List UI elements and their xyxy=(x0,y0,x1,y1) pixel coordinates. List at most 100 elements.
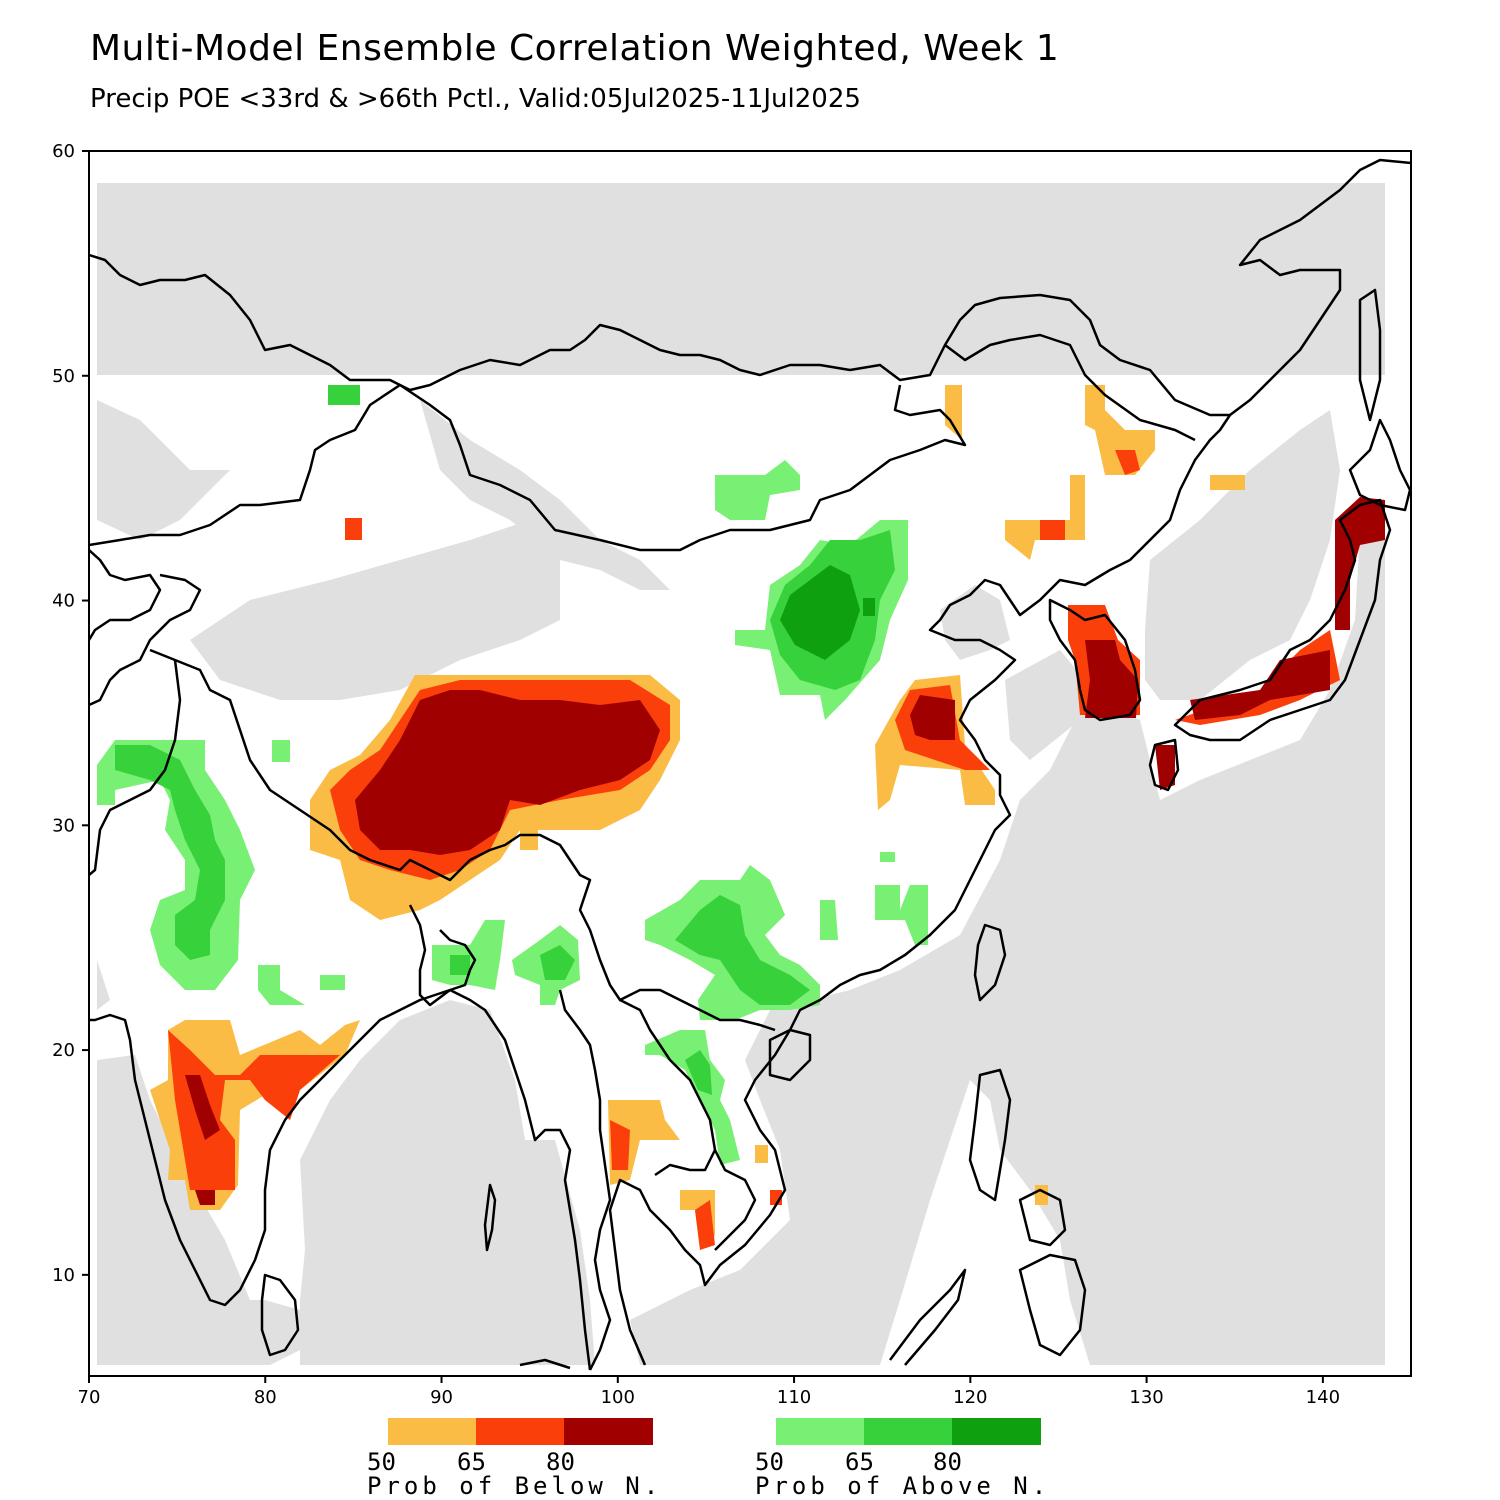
border-himalaya xyxy=(149,648,776,1032)
above-ne-india-65 xyxy=(450,955,470,975)
coast-japan-hokkaido xyxy=(1348,418,1411,512)
y-tick-label: 10 xyxy=(52,1265,75,1286)
map-plot-area xyxy=(89,158,1411,1371)
below-philippines xyxy=(1035,1185,1048,1205)
below-ne-china-2 xyxy=(1005,475,1085,560)
y-tick-label: 30 xyxy=(52,815,75,836)
border-central-asia xyxy=(89,573,202,707)
legend-above-swatch-50 xyxy=(776,1418,864,1445)
below-heilongjiang xyxy=(945,385,962,440)
x-tick-label: 90 xyxy=(430,1387,453,1408)
legend-below-label-65: 65 xyxy=(457,1448,486,1476)
above-south-china-65 xyxy=(675,895,810,1005)
x-tick-label: 80 xyxy=(254,1387,277,1408)
below-normal-layer xyxy=(150,385,1385,1250)
below-jilin xyxy=(1210,475,1245,490)
border-vietnam-cambodia xyxy=(713,1149,757,1251)
missing-taklamakan xyxy=(190,520,560,700)
coast-sakhalin xyxy=(1358,288,1382,422)
coastline-layer xyxy=(89,158,1411,1371)
missing-data-layer xyxy=(97,183,1385,1365)
below-cambodia-65 xyxy=(695,1200,715,1250)
above-tibet-small xyxy=(272,740,290,762)
y-tick-label: 60 xyxy=(52,141,75,162)
legend-below-swatch-80 xyxy=(564,1418,653,1445)
below-nepal-east xyxy=(520,830,538,850)
above-jiangxi xyxy=(880,852,895,862)
x-tick-label: 130 xyxy=(1129,1387,1163,1408)
border-layer xyxy=(89,333,1196,1371)
coast-russia-east xyxy=(1229,158,1411,416)
y-tick-label: 40 xyxy=(52,591,75,612)
below-kyushu xyxy=(1155,745,1175,790)
missing-north-band xyxy=(97,183,1385,375)
plot-frame xyxy=(88,150,1412,1377)
border-india-pakistan xyxy=(89,659,182,876)
above-mongolia xyxy=(715,460,800,520)
above-myanmar-65 xyxy=(540,945,575,980)
x-tick-label: 100 xyxy=(601,1387,635,1408)
below-india-80b xyxy=(195,1190,215,1205)
legend-above-label-50: 50 xyxy=(755,1448,784,1476)
x-tick-label: 120 xyxy=(953,1387,987,1408)
above-xinjiang xyxy=(328,385,360,405)
legend-below-label-50: 50 xyxy=(367,1448,396,1476)
legend-below-swatch-50 xyxy=(388,1418,476,1445)
legend-above-label-80: 80 xyxy=(933,1448,962,1476)
above-laos-50 xyxy=(645,1030,740,1165)
legend-below-swatch-65 xyxy=(476,1418,564,1445)
below-shandong-80 xyxy=(910,695,955,740)
x-tick-label: 140 xyxy=(1306,1387,1340,1408)
below-kashgar xyxy=(345,518,362,540)
coast-taiwan xyxy=(973,923,1007,1002)
x-axis: 70 80 90 100 110 120 130 140 xyxy=(78,1376,1340,1408)
coast-philippines-visayas xyxy=(1018,1188,1067,1247)
coast-caspian-east xyxy=(89,549,162,641)
below-japan-80 xyxy=(1190,650,1330,720)
above-nw-india-65 xyxy=(115,745,225,960)
border-bangladesh xyxy=(408,904,477,1007)
above-nw-india-50 xyxy=(97,740,255,990)
legend-above-caption: Prob of Above N. xyxy=(755,1472,1050,1500)
y-tick-label: 20 xyxy=(52,1040,75,1061)
map-title: Multi-Model Ensemble Correlation Weighte… xyxy=(90,28,1060,69)
above-north-china-80 xyxy=(780,565,860,660)
missing-gobi-patch xyxy=(420,400,670,590)
y-tick-label: 50 xyxy=(52,366,75,387)
y-axis: 60 50 40 30 20 10 xyxy=(52,141,89,1286)
missing-yellow-sea xyxy=(1005,650,1085,760)
coast-japan-honshu xyxy=(1173,498,1392,742)
below-india-65 xyxy=(168,1030,340,1190)
missing-sea-of-japan xyxy=(1145,410,1340,700)
below-japan-65 xyxy=(1175,630,1340,725)
missing-south-china-sea xyxy=(630,520,1385,1365)
coast-japan-kyushu xyxy=(1148,738,1180,792)
coast-hainan xyxy=(768,1028,812,1082)
below-vietnam-small2 xyxy=(755,1145,768,1163)
above-laos-65 xyxy=(685,1050,712,1095)
below-korea-80 xyxy=(1085,640,1138,718)
border-kazakh-china xyxy=(89,383,401,547)
above-normal-layer xyxy=(97,385,928,1165)
below-india-80 xyxy=(185,1075,220,1140)
x-tick-label: 70 xyxy=(78,1387,101,1408)
legend-above-swatch-65 xyxy=(864,1418,952,1445)
border-myanmar-thailand xyxy=(558,989,612,1371)
map-subtitle: Precip POE <33rd & >66th Pctl., Valid:05… xyxy=(90,84,861,114)
legend-above-normal: 50 65 80 Prob of Above N. xyxy=(755,1418,1050,1500)
coast-korea xyxy=(1048,598,1142,722)
below-tibet-80 xyxy=(355,690,660,855)
below-japan-north xyxy=(1335,497,1385,630)
missing-arabian-sea xyxy=(97,960,110,1010)
legend-above-swatch-80 xyxy=(952,1418,1041,1445)
above-nw-india-small xyxy=(258,965,305,1005)
coast-philippines-mindanao xyxy=(1018,1253,1087,1357)
coast-andaman xyxy=(483,1183,497,1252)
missing-bay-of-bengal xyxy=(300,1000,595,1365)
below-ne-china-65 xyxy=(1115,450,1140,475)
coast-palawan xyxy=(889,1268,967,1366)
above-guangdong xyxy=(875,885,928,945)
above-south-china-small xyxy=(820,900,838,940)
border-china-mongolia xyxy=(399,383,967,552)
